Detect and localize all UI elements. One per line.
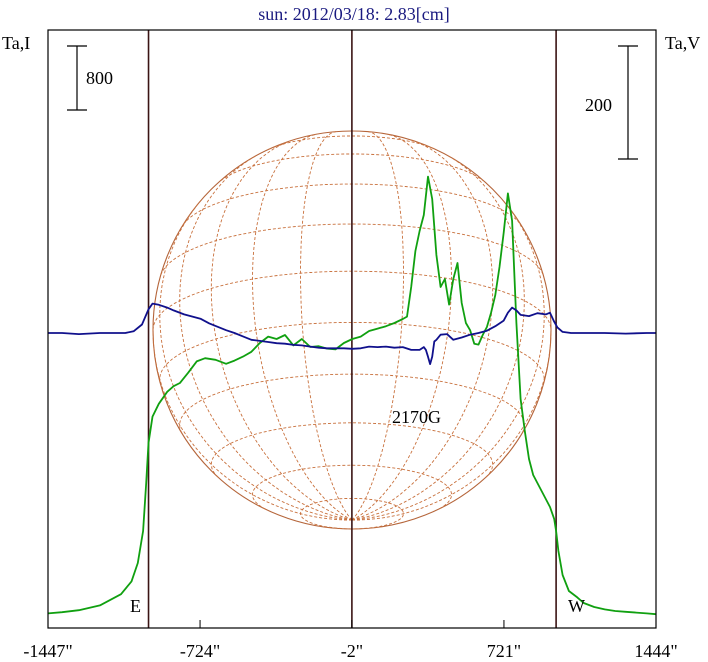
limb-east-label: E [130, 596, 141, 616]
left-axis-label: Ta,I [2, 33, 30, 53]
annotation-label: 2170G [392, 407, 441, 427]
grid-line [152, 329, 353, 521]
grid-line [210, 139, 353, 521]
grid-line [268, 135, 436, 150]
x-tick-label: -724" [180, 641, 220, 661]
scale-bar-left-label: 800 [86, 68, 113, 88]
grid-line [351, 329, 552, 521]
series-line-intensity [47, 175, 657, 616]
scale-bar-left [67, 45, 87, 111]
grid-line [159, 200, 353, 521]
grid-line [351, 200, 545, 521]
grid-line [351, 133, 452, 521]
limb-west-label: W [568, 596, 585, 616]
limb-lines [147, 30, 557, 628]
grid-line [159, 321, 545, 383]
grid-line [252, 133, 353, 521]
series-line-polarization [48, 302, 656, 365]
x-tick-label: -1447" [23, 641, 72, 661]
grid-line [300, 131, 353, 521]
grid-line [160, 223, 544, 276]
scale-bar-right-label: 200 [585, 95, 612, 115]
grid-line [351, 131, 404, 521]
scale-bar-right [618, 45, 638, 160]
chart-title: sun: 2012/03/18: 2.83[cm] [258, 4, 450, 24]
x-tick-label: -2" [341, 641, 363, 661]
x-axis: -1447" -724" -2" 721" 1444" [23, 620, 678, 661]
series-group [47, 175, 657, 616]
grid-line [210, 422, 494, 478]
grid-line [351, 155, 525, 521]
x-tick-label: 721" [487, 641, 521, 661]
grid-line [252, 464, 452, 510]
x-tick-label: 1444" [634, 641, 677, 661]
grid-line [179, 155, 353, 521]
right-axis-label: Ta,V [665, 33, 700, 53]
